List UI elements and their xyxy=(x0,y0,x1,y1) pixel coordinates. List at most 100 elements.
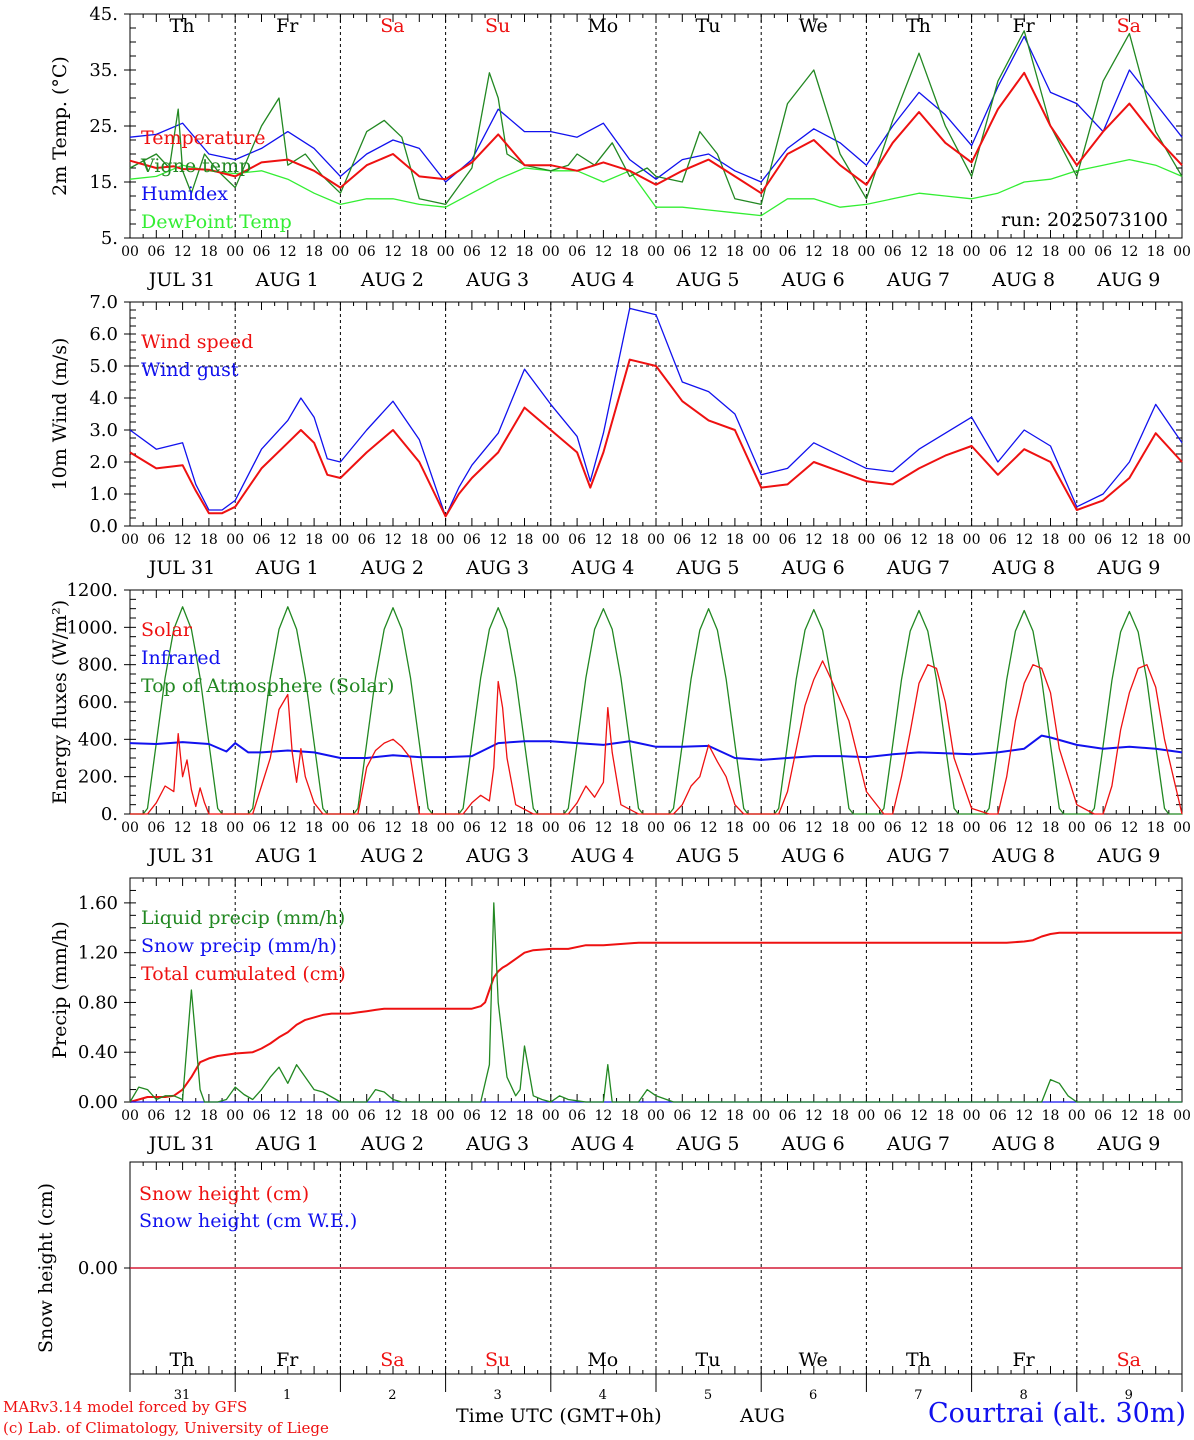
y-tick-label: 45. xyxy=(89,4,118,25)
hour-tick-label: 00 xyxy=(331,1108,349,1124)
hour-tick-label: 18 xyxy=(726,1108,744,1124)
hour-tick-label: 06 xyxy=(779,244,797,260)
hour-tick-label: 12 xyxy=(1120,820,1138,836)
hour-tick-label: 18 xyxy=(831,244,849,260)
date-label: AUG 8 xyxy=(991,1133,1055,1155)
date-label: AUG 3 xyxy=(465,557,529,579)
hour-tick-label: 18 xyxy=(1042,1108,1060,1124)
date-label: JUL 31 xyxy=(147,557,215,579)
legend-entry: Snow height (cm W.E.) xyxy=(139,1210,357,1232)
day-number-label: 4 xyxy=(599,1388,607,1403)
legend-entry: Humidex xyxy=(141,183,228,205)
date-label: JUL 31 xyxy=(147,845,215,867)
weekday-label: Sa xyxy=(1117,15,1141,37)
hour-tick-label: 00 xyxy=(857,1108,875,1124)
day-number-label: 31 xyxy=(174,1388,191,1403)
hour-tick-label: 12 xyxy=(910,1108,928,1124)
series-line-2 xyxy=(129,734,1183,761)
hour-tick-label: 06 xyxy=(884,532,902,548)
date-label: JUL 31 xyxy=(147,269,215,291)
hour-tick-label: 18 xyxy=(936,244,954,260)
time-axis-label: Time UTC (GMT+0h) xyxy=(456,1405,662,1427)
hour-tick-label: 00 xyxy=(121,820,139,836)
panel-frame xyxy=(129,13,1183,239)
date-label: JUL 31 xyxy=(147,1133,215,1155)
hour-tick-label: 12 xyxy=(1015,820,1033,836)
hour-tick-label: 12 xyxy=(805,532,823,548)
date-label: AUG 7 xyxy=(886,557,950,579)
hour-tick-label: 06 xyxy=(673,820,691,836)
hour-tick-label: 18 xyxy=(200,244,218,260)
date-label: AUG 3 xyxy=(465,269,529,291)
hour-tick-label: 06 xyxy=(358,820,376,836)
date-label: AUG 4 xyxy=(570,269,634,291)
hour-tick-label: 00 xyxy=(331,820,349,836)
date-label: AUG 5 xyxy=(675,269,739,291)
hour-tick-label: 12 xyxy=(489,244,507,260)
y-tick-label: 25. xyxy=(89,116,118,137)
hour-tick-label: 12 xyxy=(700,532,718,548)
hour-tick-label: 06 xyxy=(884,1108,902,1124)
weekday-label: Su xyxy=(485,15,510,37)
hour-tick-label: 18 xyxy=(1147,532,1165,548)
day-number-label: 2 xyxy=(388,1388,396,1403)
legend-entry: Temperature xyxy=(141,127,265,149)
hour-tick-label: 00 xyxy=(1173,532,1191,548)
y-tick-label: 1.0 xyxy=(89,484,118,505)
hour-tick-label: 00 xyxy=(752,820,770,836)
hour-tick-label: 18 xyxy=(936,820,954,836)
hour-tick-label: 00 xyxy=(752,532,770,548)
day-number-label: 1 xyxy=(283,1388,291,1403)
hour-tick-label: 06 xyxy=(1094,820,1112,836)
legend-entry: Vigne temp xyxy=(140,155,251,177)
weekday-label: Th xyxy=(170,1349,195,1371)
hour-tick-label: 06 xyxy=(779,532,797,548)
hour-tick-label: 00 xyxy=(1173,1108,1191,1124)
hour-tick-label: 18 xyxy=(726,532,744,548)
month-label: AUG xyxy=(740,1405,785,1427)
date-label: AUG 3 xyxy=(465,1133,529,1155)
y-tick-label: 1200. xyxy=(66,580,118,601)
weekday-label: We xyxy=(799,15,828,37)
hour-tick-label: 00 xyxy=(437,532,455,548)
weekday-label: Fr xyxy=(1012,1349,1035,1371)
hour-tick-label: 12 xyxy=(174,532,192,548)
y-tick-label: 0.40 xyxy=(78,1042,118,1063)
y-tick-label: 5. xyxy=(101,228,118,249)
hour-tick-label: 00 xyxy=(226,244,244,260)
hour-tick-label: 12 xyxy=(174,1108,192,1124)
date-label: AUG 2 xyxy=(360,557,424,579)
y-tick-label: 2.0 xyxy=(89,452,118,473)
hour-tick-label: 06 xyxy=(779,820,797,836)
legend-entry: Snow height (cm) xyxy=(139,1183,309,1205)
date-label: AUG 5 xyxy=(675,1133,739,1155)
date-label: AUG 4 xyxy=(570,845,634,867)
weekday-label: Sa xyxy=(1117,1349,1141,1371)
hour-tick-label: 12 xyxy=(700,244,718,260)
hour-tick-label: 18 xyxy=(410,820,428,836)
hour-tick-label: 18 xyxy=(410,1108,428,1124)
hour-tick-label: 18 xyxy=(831,532,849,548)
weekday-label: Su xyxy=(485,1349,510,1371)
weekday-label: Fr xyxy=(276,15,299,37)
series-line-1 xyxy=(129,358,1183,518)
y-tick-label: 7.0 xyxy=(89,292,118,313)
weekday-label: Tu xyxy=(696,15,721,37)
hour-tick-label: 18 xyxy=(410,244,428,260)
hour-tick-label: 18 xyxy=(621,1108,639,1124)
hour-tick-label: 18 xyxy=(200,820,218,836)
date-label: AUG 2 xyxy=(360,269,424,291)
hour-tick-label: 06 xyxy=(253,820,271,836)
hour-tick-label: 06 xyxy=(147,820,165,836)
hour-tick-label: 00 xyxy=(963,244,981,260)
hour-tick-label: 00 xyxy=(857,532,875,548)
weekday-label: Tu xyxy=(696,1349,721,1371)
hour-tick-label: 12 xyxy=(594,532,612,548)
hour-tick-label: 06 xyxy=(568,532,586,548)
hour-tick-label: 06 xyxy=(884,244,902,260)
legend-entry: Total cumulated (cm) xyxy=(141,963,346,985)
hour-tick-label: 12 xyxy=(700,1108,718,1124)
date-label: AUG 1 xyxy=(255,557,319,579)
hour-tick-label: 00 xyxy=(226,1108,244,1124)
hour-tick-label: 06 xyxy=(358,1108,376,1124)
